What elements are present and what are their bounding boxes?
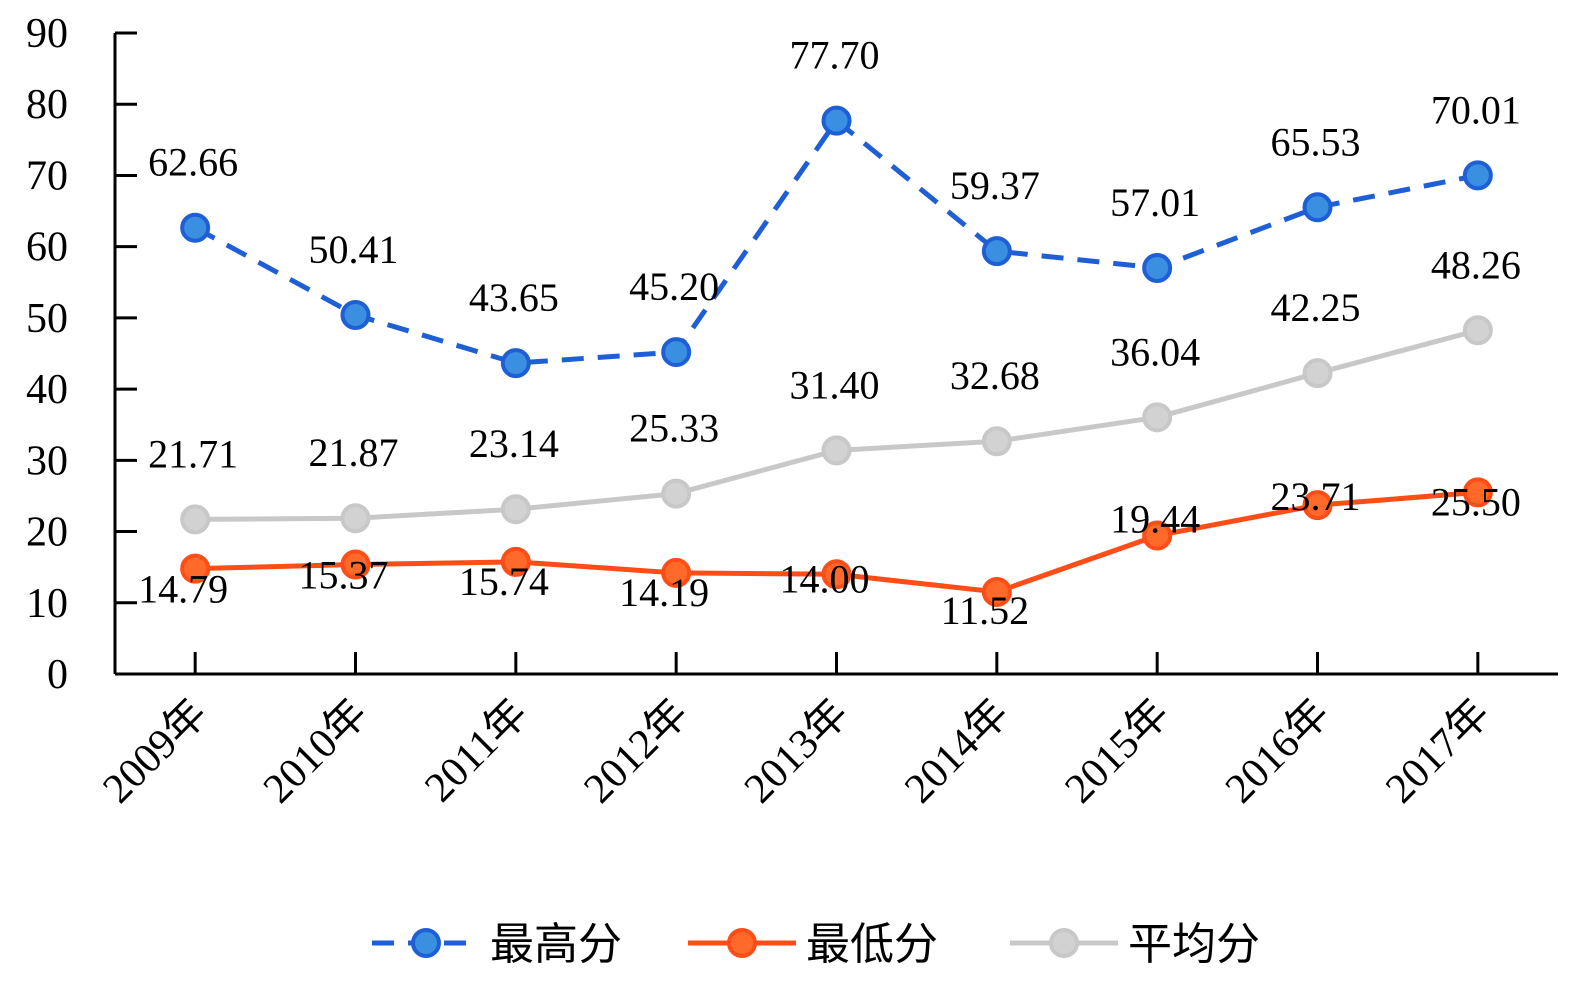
y-tick-label: 0 bbox=[47, 652, 68, 698]
data-point-s1-3 bbox=[661, 557, 692, 588]
data-point-s0-8 bbox=[1462, 160, 1493, 191]
data-point-s2-8 bbox=[1462, 315, 1493, 346]
data-label-s1-3: 14.19 bbox=[619, 570, 709, 615]
data-point-s0-6 bbox=[1142, 252, 1173, 283]
data-point-s0-4 bbox=[821, 105, 852, 136]
legend-label-0: 最高分 bbox=[490, 919, 622, 970]
x-tick-label: 2016年 bbox=[1216, 690, 1338, 812]
data-label-s2-0: 21.71 bbox=[148, 431, 238, 476]
data-point-s1-0 bbox=[180, 553, 211, 584]
data-label-s1-4: 14.00 bbox=[780, 556, 870, 601]
x-tick-label: 2012年 bbox=[575, 690, 697, 812]
data-label-s2-2: 23.14 bbox=[469, 421, 559, 466]
x-tick-label: 2010年 bbox=[254, 690, 376, 812]
legend-marker-0 bbox=[411, 928, 441, 958]
data-label-s0-2: 43.65 bbox=[469, 275, 559, 320]
data-point-s0-5 bbox=[981, 236, 1012, 267]
data-label-s0-6: 57.01 bbox=[1110, 180, 1200, 225]
data-point-s0-3 bbox=[661, 337, 692, 368]
data-label-s1-6: 19.44 bbox=[1110, 497, 1200, 542]
data-label-s0-1: 50.41 bbox=[309, 227, 399, 272]
series-lines bbox=[180, 105, 1493, 607]
y-tick-label: 90 bbox=[26, 11, 68, 57]
data-point-s1-4 bbox=[821, 559, 852, 590]
data-label-s2-6: 36.04 bbox=[1110, 329, 1200, 374]
legend-label-1: 最低分 bbox=[806, 919, 938, 970]
data-point-s1-1 bbox=[340, 549, 371, 580]
y-tick-label: 40 bbox=[26, 367, 68, 413]
data-labels: 62.66 50.41 43.65 45.20 77.70 59.37 57.01 65.53… bbox=[138, 33, 1521, 633]
data-label-s0-8: 70.01 bbox=[1431, 87, 1521, 132]
y-tick-label: 80 bbox=[26, 82, 68, 128]
data-label-s1-0: 14.79 bbox=[138, 567, 228, 612]
data-point-s2-1 bbox=[340, 503, 371, 534]
data-point-s1-5 bbox=[981, 576, 1012, 607]
data-label-s2-5: 32.68 bbox=[950, 353, 1040, 398]
x-tick-label: 2009年 bbox=[94, 690, 216, 812]
data-point-s2-7 bbox=[1302, 358, 1333, 389]
x-tick-label: 2015年 bbox=[1056, 690, 1178, 812]
data-label-s2-7: 42.25 bbox=[1271, 285, 1361, 330]
y-tick-label: 20 bbox=[26, 510, 68, 556]
data-point-s2-6 bbox=[1142, 402, 1173, 433]
data-label-s2-3: 25.33 bbox=[629, 406, 719, 451]
data-point-s0-1 bbox=[340, 299, 371, 330]
data-label-s1-8: 25.50 bbox=[1431, 479, 1521, 524]
x-tick-label: 2011年 bbox=[416, 690, 537, 811]
data-point-s2-0 bbox=[180, 504, 211, 535]
data-point-s2-4 bbox=[821, 435, 852, 466]
data-point-s1-8 bbox=[1462, 477, 1493, 508]
y-tick-label: 50 bbox=[26, 296, 68, 342]
data-point-s1-2 bbox=[500, 546, 531, 577]
data-label-s1-1: 15.37 bbox=[299, 553, 389, 598]
data-point-s2-2 bbox=[500, 494, 531, 525]
y-tick-label: 60 bbox=[26, 225, 68, 271]
data-point-s0-7 bbox=[1302, 192, 1333, 223]
legend: 最高分 最低分 平均分 bbox=[372, 919, 1260, 970]
y-tick-label: 70 bbox=[26, 153, 68, 199]
data-point-s2-5 bbox=[981, 426, 1012, 457]
data-label-s2-8: 48.26 bbox=[1431, 242, 1521, 287]
data-point-s1-6 bbox=[1142, 520, 1173, 551]
data-label-s1-2: 15.74 bbox=[459, 559, 549, 604]
data-label-s2-1: 21.87 bbox=[309, 430, 399, 475]
data-point-s1-7 bbox=[1302, 490, 1333, 521]
y-tick-label: 10 bbox=[26, 581, 68, 627]
x-tick-label: 2017年 bbox=[1377, 690, 1499, 812]
data-label-s0-0: 62.66 bbox=[148, 140, 238, 185]
data-label-s0-3: 45.20 bbox=[629, 264, 719, 309]
data-label-s1-5: 11.52 bbox=[941, 588, 1030, 633]
data-label-s0-4: 77.70 bbox=[790, 33, 880, 78]
y-tick-label: 30 bbox=[26, 438, 68, 484]
data-label-s1-7: 23.71 bbox=[1271, 474, 1361, 519]
x-tick-label: 2013年 bbox=[735, 690, 857, 812]
data-label-s0-5: 59.37 bbox=[950, 163, 1040, 208]
data-label-s0-7: 65.53 bbox=[1271, 119, 1361, 164]
legend-marker-2 bbox=[1049, 928, 1079, 958]
data-point-s0-2 bbox=[500, 348, 531, 379]
data-point-s0-0 bbox=[180, 212, 211, 243]
x-tick-label: 2014年 bbox=[896, 690, 1018, 812]
legend-marker-1 bbox=[727, 928, 757, 958]
data-point-s2-3 bbox=[661, 478, 692, 509]
data-label-s2-4: 31.40 bbox=[790, 362, 880, 407]
legend-label-2: 平均分 bbox=[1128, 919, 1260, 970]
